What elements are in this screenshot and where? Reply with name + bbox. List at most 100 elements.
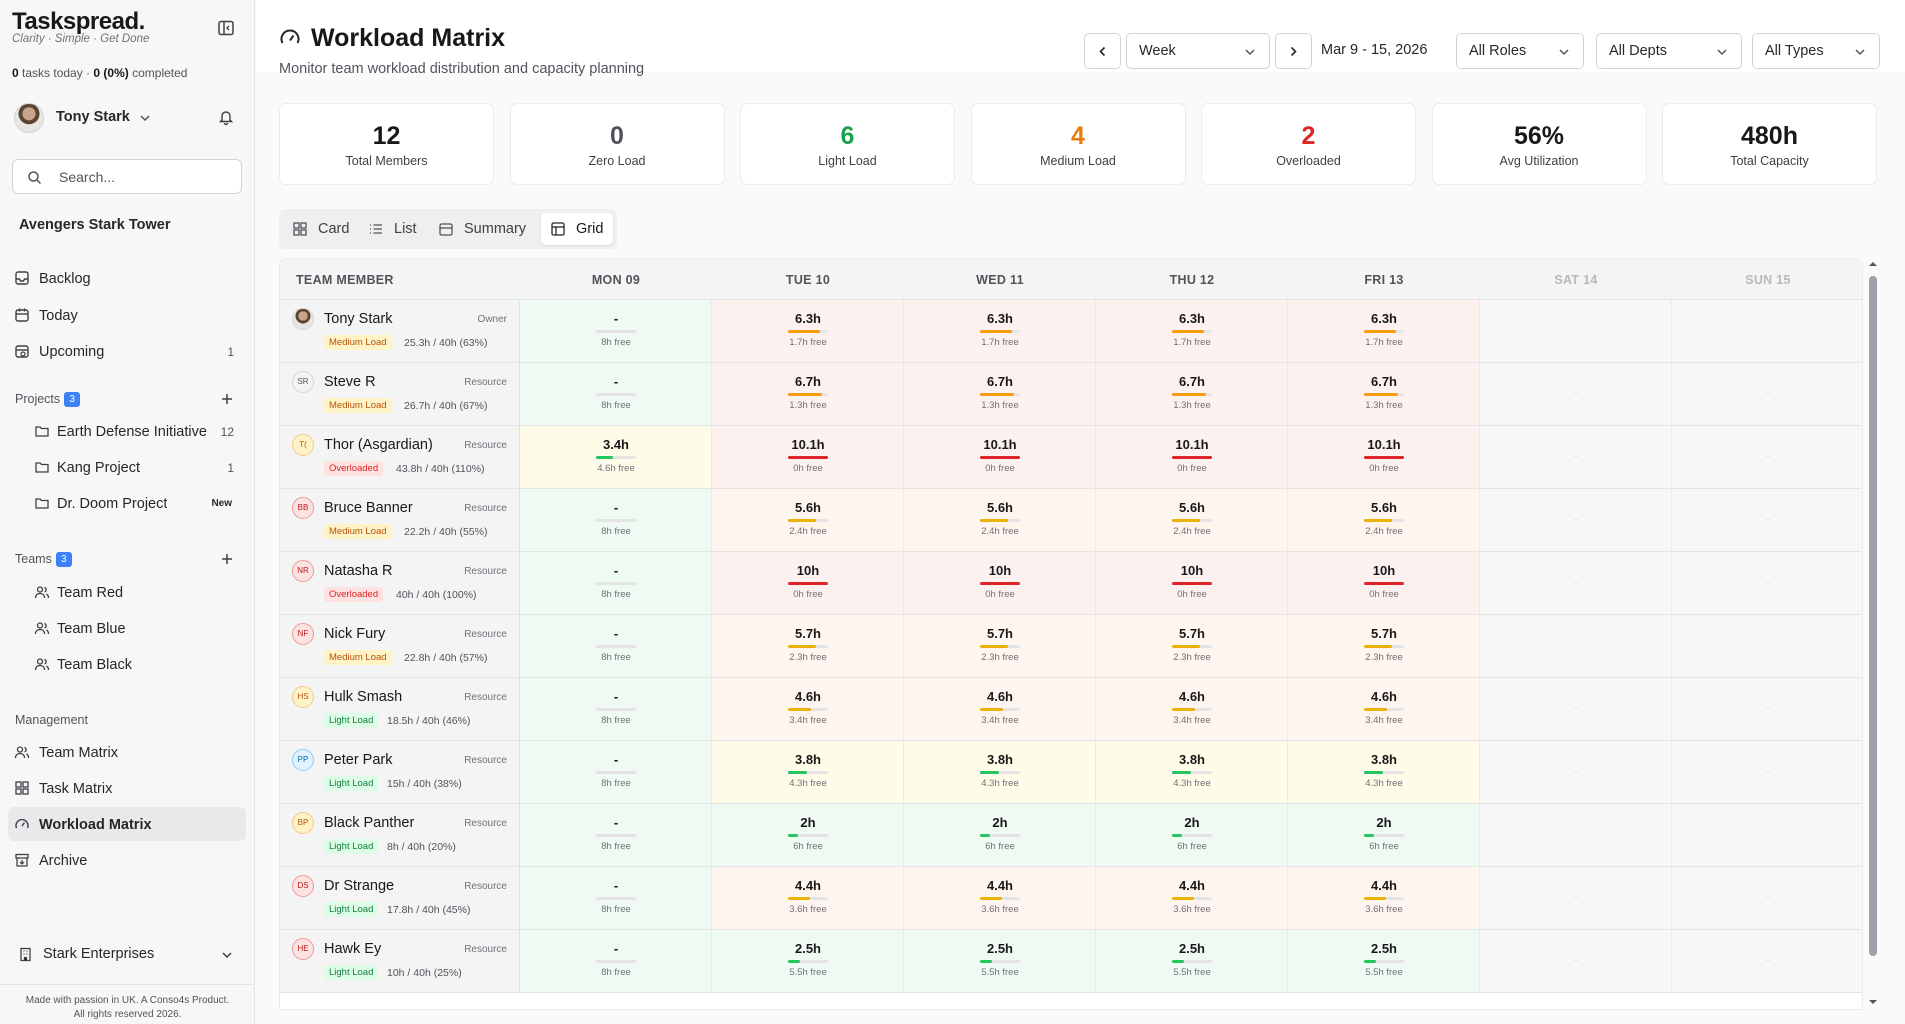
table-row[interactable]: BP Black Panther Resource Light Load 8h / 40… [280, 804, 1862, 867]
member-cell[interactable]: HE Hawk Ey Resource Light Load 10h / 40h (25… [280, 930, 520, 992]
day-cell[interactable]: 6.3h 1.7h free [712, 300, 904, 362]
member-cell[interactable]: DS Dr Strange Resource Light Load 17.8h / 40… [280, 867, 520, 929]
day-cell[interactable]: 5.7h 2.3h free [1096, 615, 1288, 677]
app-logo[interactable]: Taskspread. [12, 8, 145, 35]
day-cell[interactable]: 10h 0h free [1096, 552, 1288, 614]
day-cell[interactable]: 2h 6h free [904, 804, 1096, 866]
day-cell[interactable]: 6.3h 1.7h free [904, 300, 1096, 362]
table-row[interactable]: HE Hawk Ey Resource Light Load 10h / 40h (25… [280, 930, 1862, 993]
day-cell[interactable]: 4.6h 3.4h free [1288, 678, 1480, 740]
day-cell[interactable]: - 8h free [520, 489, 712, 551]
nav-workload-matrix[interactable]: Workload Matrix [8, 807, 246, 841]
day-cell[interactable]: 2.5h 5.5h free [1288, 930, 1480, 992]
tab-card[interactable]: Card [283, 213, 355, 245]
team-item-black[interactable]: Team Black [8, 647, 246, 681]
nav-team-matrix[interactable]: Team Matrix [8, 735, 246, 769]
scroll-down-icon[interactable] [1869, 998, 1877, 1006]
table-row[interactable]: Tony Stark Owner Medium Load 25.3h / 40h (6… [280, 300, 1862, 363]
day-cell[interactable]: - 8h free [520, 678, 712, 740]
depts-filter[interactable]: All Depts [1596, 33, 1742, 69]
day-cell[interactable]: 4.4h 3.6h free [1288, 867, 1480, 929]
day-cell[interactable]: 10.1h 0h free [1096, 426, 1288, 488]
project-item-earth-defense[interactable]: Earth Defense Initiative 12 [8, 414, 246, 448]
day-cell[interactable]: 2.5h 5.5h free [712, 930, 904, 992]
workspace-name[interactable]: Avengers Stark Tower [19, 217, 171, 233]
team-item-blue[interactable]: Team Blue [8, 611, 246, 645]
bell-icon[interactable] [217, 108, 235, 126]
day-cell[interactable]: 6.7h 1.3h free [1096, 363, 1288, 425]
member-cell[interactable]: NR Natasha R Resource Overloaded 40h / 40h (… [280, 552, 520, 614]
member-cell[interactable]: BB Bruce Banner Resource Medium Load 22.2h /… [280, 489, 520, 551]
types-filter[interactable]: All Types [1752, 33, 1880, 69]
table-row[interactable]: T(Thor (Asgardian) Resource Overloaded 43.8… [280, 426, 1862, 489]
day-cell[interactable]: 4.6h 3.4h free [1096, 678, 1288, 740]
day-cell[interactable]: 6.3h 1.7h free [1288, 300, 1480, 362]
project-item-dr-doom[interactable]: Dr. Doom Project New [8, 486, 246, 520]
day-cell[interactable]: 4.4h 3.6h free [712, 867, 904, 929]
add-team-plus-icon[interactable] [220, 552, 234, 566]
day-cell[interactable]: 3.8h 4.3h free [1288, 741, 1480, 803]
tab-grid[interactable]: Grid [541, 213, 613, 245]
day-cell[interactable]: 6.7h 1.3h free [712, 363, 904, 425]
day-cell[interactable]: 10.1h 0h free [904, 426, 1096, 488]
day-cell[interactable]: 2h 6h free [1096, 804, 1288, 866]
table-row[interactable]: SR Steve R Resource Medium Load 26.7h / 40h … [280, 363, 1862, 426]
nav-today[interactable]: Today [8, 298, 246, 332]
table-row[interactable]: NR Natasha R Resource Overloaded 40h / 40h (… [280, 552, 1862, 615]
tab-summary[interactable]: Summary [429, 213, 529, 245]
add-project-plus-icon[interactable] [220, 392, 234, 406]
day-cell[interactable]: - 8h free [520, 300, 712, 362]
day-cell[interactable]: 2h 6h free [1288, 804, 1480, 866]
grid-scrollbar[interactable] [1866, 258, 1880, 1010]
day-cell[interactable]: 2.5h 5.5h free [904, 930, 1096, 992]
member-cell[interactable]: PP Peter Park Resource Light Load 15h / 40h … [280, 741, 520, 803]
member-cell[interactable]: BP Black Panther Resource Light Load 8h / 40… [280, 804, 520, 866]
project-item-kang[interactable]: Kang Project 1 [8, 450, 246, 484]
table-row[interactable]: DS Dr Strange Resource Light Load 17.8h / 40… [280, 867, 1862, 930]
nav-upcoming[interactable]: Upcoming 1 [8, 334, 246, 368]
day-cell[interactable]: - 8h free [520, 867, 712, 929]
roles-filter[interactable]: All Roles [1456, 33, 1584, 69]
next-week-button[interactable] [1275, 33, 1312, 69]
nav-archive[interactable]: Archive [8, 843, 246, 877]
day-cell[interactable]: 2.5h 5.5h free [1096, 930, 1288, 992]
prev-week-button[interactable] [1084, 33, 1121, 69]
period-select[interactable]: Week [1126, 33, 1270, 69]
day-cell[interactable]: 6.7h 1.3h free [1288, 363, 1480, 425]
member-cell[interactable]: T(Thor (Asgardian) Resource Overloaded 43.8… [280, 426, 520, 488]
tab-list[interactable]: List [359, 213, 425, 245]
day-cell[interactable]: 10h 0h free [904, 552, 1096, 614]
nav-backlog[interactable]: Backlog [8, 261, 246, 295]
org-switcher[interactable]: Stark Enterprises [8, 937, 246, 971]
scroll-up-icon[interactable] [1869, 260, 1877, 268]
table-row[interactable]: BB Bruce Banner Resource Medium Load 22.2h /… [280, 489, 1862, 552]
table-row[interactable]: HS Hulk Smash Resource Light Load 18.5h / 40… [280, 678, 1862, 741]
day-cell[interactable]: 10h 0h free [712, 552, 904, 614]
day-cell[interactable]: 3.8h 4.3h free [712, 741, 904, 803]
scrollbar-thumb[interactable] [1869, 276, 1877, 956]
day-cell[interactable]: 4.4h 3.6h free [1096, 867, 1288, 929]
day-cell[interactable]: 4.6h 3.4h free [712, 678, 904, 740]
day-cell[interactable]: 6.3h 1.7h free [1096, 300, 1288, 362]
day-cell[interactable]: 5.6h 2.4h free [1288, 489, 1480, 551]
member-cell[interactable]: Tony Stark Owner Medium Load 25.3h / 40h (6… [280, 300, 520, 362]
day-cell[interactable]: 5.7h 2.3h free [904, 615, 1096, 677]
search-box[interactable] [12, 159, 242, 194]
nav-task-matrix[interactable]: Task Matrix [8, 771, 246, 805]
day-cell[interactable]: 2h 6h free [712, 804, 904, 866]
day-cell[interactable]: 3.8h 4.3h free [904, 741, 1096, 803]
member-cell[interactable]: HS Hulk Smash Resource Light Load 18.5h / 40… [280, 678, 520, 740]
day-cell[interactable]: 10.1h 0h free [712, 426, 904, 488]
day-cell[interactable]: 10.1h 0h free [1288, 426, 1480, 488]
sidebar-collapse-icon[interactable] [217, 19, 235, 37]
day-cell[interactable]: - 8h free [520, 741, 712, 803]
day-cell[interactable]: - 8h free [520, 930, 712, 992]
table-row[interactable]: PP Peter Park Resource Light Load 15h / 40h … [280, 741, 1862, 804]
day-cell[interactable]: - 8h free [520, 615, 712, 677]
day-cell[interactable]: 5.6h 2.4h free [1096, 489, 1288, 551]
day-cell[interactable]: 3.4h 4.6h free [520, 426, 712, 488]
day-cell[interactable]: 6.7h 1.3h free [904, 363, 1096, 425]
member-cell[interactable]: NF Nick Fury Resource Medium Load 22.8h / 40… [280, 615, 520, 677]
day-cell[interactable]: - 8h free [520, 552, 712, 614]
member-cell[interactable]: SR Steve R Resource Medium Load 26.7h / 40h … [280, 363, 520, 425]
